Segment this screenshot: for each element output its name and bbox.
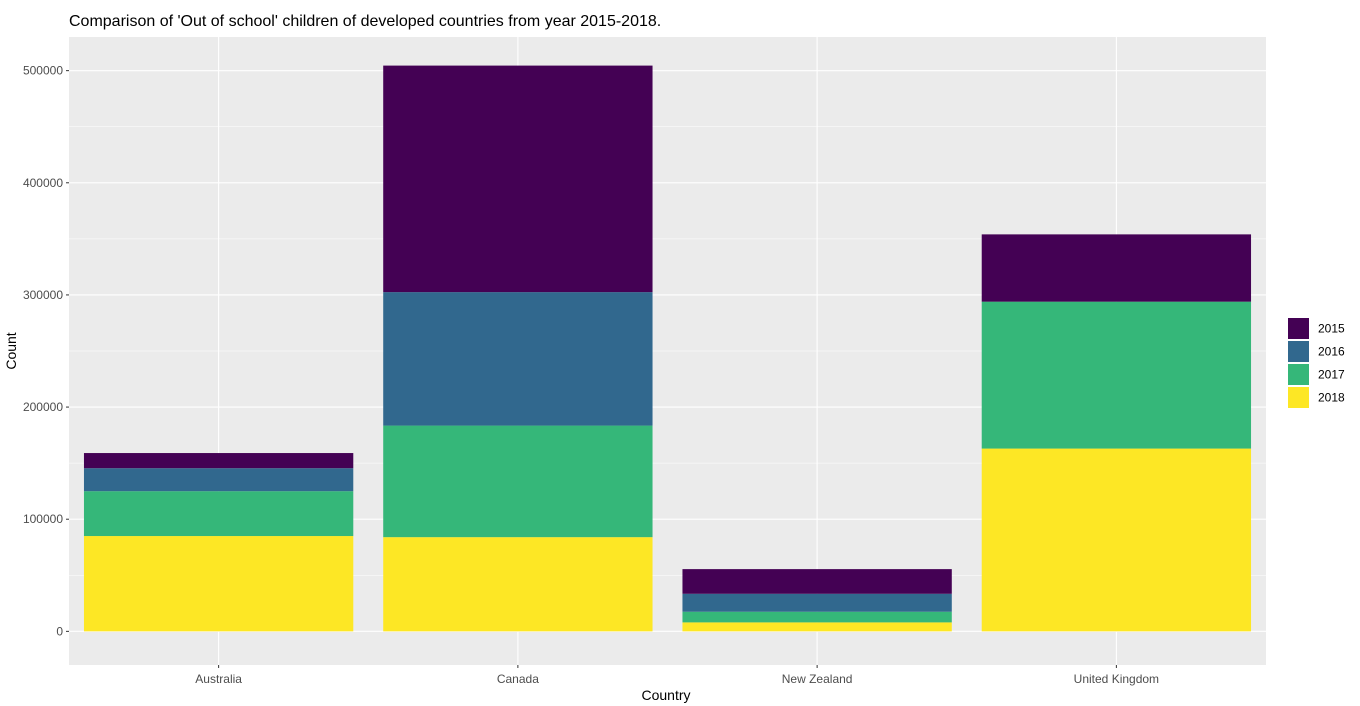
bar-segment-canada-2017 bbox=[383, 425, 653, 538]
bar-segment-new-zealand-2015 bbox=[682, 569, 952, 594]
bar-segment-canada-2016 bbox=[383, 292, 653, 426]
x-tick-label: Canada bbox=[497, 672, 539, 686]
bar-segment-australia-2015 bbox=[83, 453, 354, 469]
bar-segment-united-kingdom-2018 bbox=[981, 448, 1252, 632]
bars bbox=[83, 65, 1252, 632]
y-tick-label: 400000 bbox=[23, 176, 63, 190]
bar-segment-united-kingdom-2017 bbox=[981, 301, 1252, 449]
bar-segment-new-zealand-2017 bbox=[682, 611, 952, 623]
y-axis-title: Count bbox=[3, 332, 19, 369]
bar-segment-canada-2015 bbox=[383, 65, 653, 293]
x-axis-title: Country bbox=[641, 687, 690, 703]
x-tick-label: New Zealand bbox=[782, 672, 853, 686]
x-tick-label: United Kingdom bbox=[1074, 672, 1159, 686]
legend-label-2018: 2018 bbox=[1318, 391, 1345, 405]
legend-label-2017: 2017 bbox=[1318, 368, 1345, 382]
bar-segment-australia-2018 bbox=[83, 536, 354, 632]
y-tick-label: 0 bbox=[56, 624, 63, 638]
legend-key-2016 bbox=[1288, 341, 1309, 362]
legend-label-2015: 2015 bbox=[1318, 322, 1345, 336]
bar-segment-new-zealand-2018 bbox=[682, 622, 952, 632]
legend-key-2018 bbox=[1288, 387, 1309, 408]
legend-key-2015 bbox=[1288, 318, 1309, 339]
y-tick-label: 500000 bbox=[23, 64, 63, 78]
y-tick-label: 100000 bbox=[23, 512, 63, 526]
legend-label-2016: 2016 bbox=[1318, 345, 1345, 359]
bar-segment-australia-2016 bbox=[83, 468, 354, 492]
chart-title: Comparison of 'Out of school' children o… bbox=[69, 13, 661, 30]
bar-segment-new-zealand-2016 bbox=[682, 593, 952, 612]
x-axis: Australia Canada New Zealand United Kingdom bbox=[195, 665, 1159, 686]
y-tick-label: 300000 bbox=[23, 288, 63, 302]
y-axis: 0 100000 200000 300000 400000 500000 bbox=[23, 64, 69, 638]
legend-key-2017 bbox=[1288, 364, 1309, 385]
bar-segment-united-kingdom-2015 bbox=[981, 234, 1252, 302]
bar-segment-canada-2018 bbox=[383, 537, 653, 632]
legend: 2015 2016 2017 2018 bbox=[1288, 318, 1345, 408]
x-tick-label: Australia bbox=[195, 672, 242, 686]
bar-segment-australia-2017 bbox=[83, 491, 354, 537]
y-tick-label: 200000 bbox=[23, 400, 63, 414]
